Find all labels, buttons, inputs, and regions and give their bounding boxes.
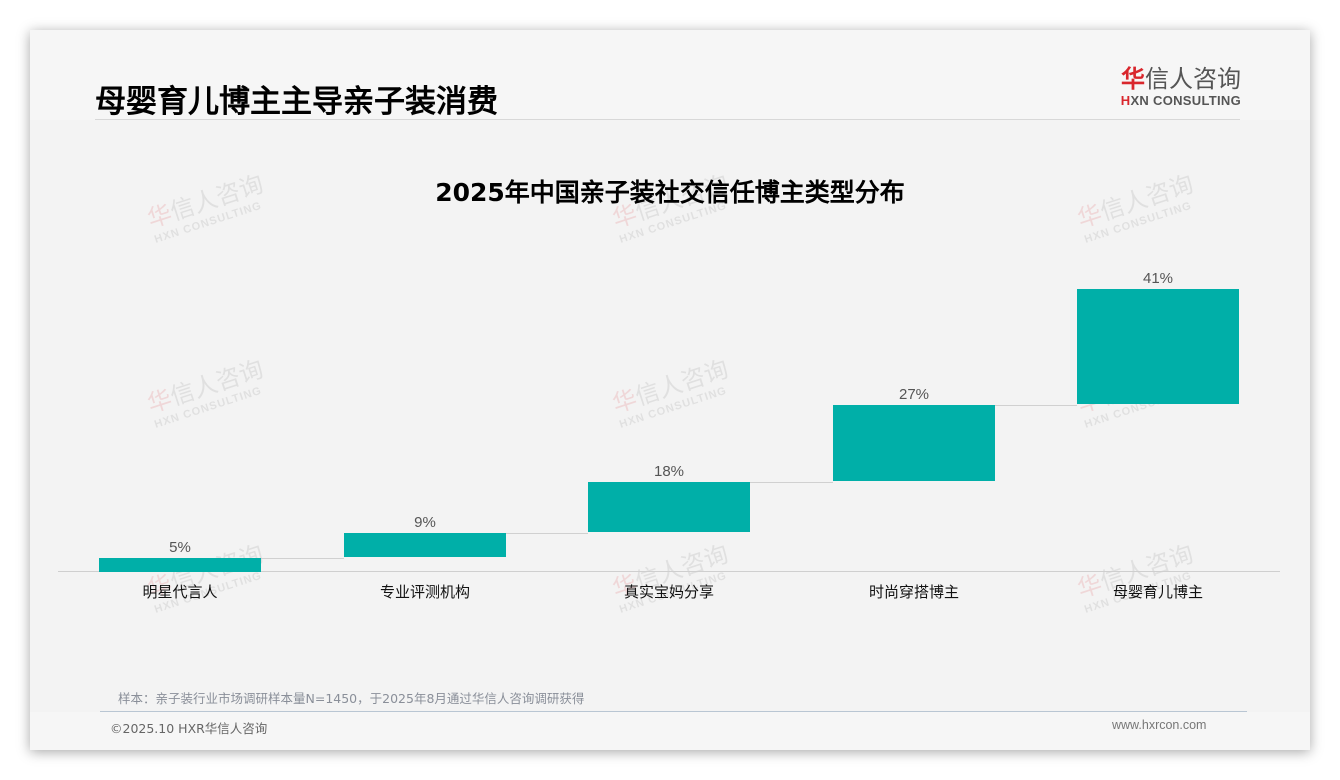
- page-title: 母婴育儿博主主导亲子装消费: [95, 84, 498, 120]
- footer-band: [30, 712, 1310, 750]
- x-axis-line: [58, 571, 1280, 572]
- logo-mark: 华: [1121, 65, 1145, 93]
- waterfall-connector: [750, 482, 833, 483]
- chart-bar: [833, 405, 995, 481]
- waterfall-connector: [506, 533, 588, 534]
- category-label: 母婴育儿博主: [1112, 583, 1203, 601]
- copyright: ©2025.10 HXR华信人咨询: [110, 721, 268, 736]
- bar-value-label: 41%: [1142, 270, 1174, 287]
- chart-bar: [99, 558, 261, 572]
- chart-bar: [1077, 289, 1239, 404]
- company-logo: 华信人咨询 HXN CONSULTING: [1111, 65, 1241, 109]
- waterfall-connector: [995, 405, 1077, 406]
- title-divider: [95, 119, 1240, 120]
- footer-divider: [100, 711, 1247, 712]
- chart-bar: [588, 482, 750, 532]
- slide: 华信人咨询 HXN CONSULTING 华信人咨询 HXN CONSULTING 华信…: [30, 30, 1310, 750]
- logo-name: 信人咨询: [1145, 65, 1241, 93]
- chart-title: 2025年中国亲子装社交信任博主类型分布: [435, 178, 905, 207]
- header-band: [30, 30, 1310, 120]
- category-label: 专业评测机构: [379, 583, 470, 601]
- logo-chinese: 华信人咨询: [1111, 65, 1241, 93]
- bar-value-label: 18%: [653, 463, 685, 480]
- chart-plot-area: 5% 明星代言人 9% 专业评测机构 18% 真实宝妈分享 27% 时尚穿搭博主 41% 母婴育儿…: [30, 30, 1310, 750]
- bar-value-label: 9%: [414, 514, 436, 531]
- category-label: 真实宝妈分享: [623, 583, 714, 601]
- category-label: 明星代言人: [142, 583, 218, 601]
- website-link[interactable]: www.hxrcon.com: [1112, 718, 1207, 732]
- bar-value-label: 27%: [898, 386, 930, 403]
- logo-en-name: XN CONSULTING: [1130, 93, 1241, 108]
- logo-en-mark: H: [1120, 93, 1131, 108]
- category-label: 时尚穿搭博主: [868, 583, 959, 601]
- sample-note: 样本：亲子装行业市场调研样本量N=1450，于2025年8月通过华信人咨询调研获…: [118, 691, 585, 706]
- bar-value-label: 5%: [169, 539, 191, 556]
- waterfall-connector: [261, 558, 344, 559]
- chart-bar: [344, 533, 506, 557]
- logo-english: HXN CONSULTING: [1111, 93, 1241, 109]
